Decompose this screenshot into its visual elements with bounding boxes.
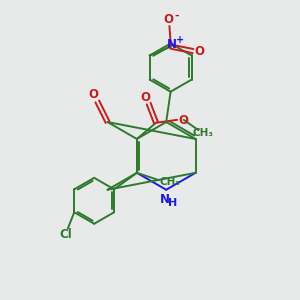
Text: O: O bbox=[194, 45, 205, 58]
Text: H: H bbox=[168, 198, 177, 208]
Text: CH₃: CH₃ bbox=[192, 128, 213, 138]
Text: CH₃: CH₃ bbox=[160, 177, 181, 187]
Text: -: - bbox=[175, 11, 179, 21]
Text: +: + bbox=[176, 35, 184, 45]
Text: O: O bbox=[163, 13, 173, 26]
Text: Cl: Cl bbox=[59, 228, 72, 242]
Text: O: O bbox=[141, 91, 151, 103]
Text: O: O bbox=[179, 114, 189, 127]
Text: O: O bbox=[89, 88, 99, 101]
Text: N: N bbox=[160, 193, 170, 206]
Text: N: N bbox=[167, 38, 177, 51]
